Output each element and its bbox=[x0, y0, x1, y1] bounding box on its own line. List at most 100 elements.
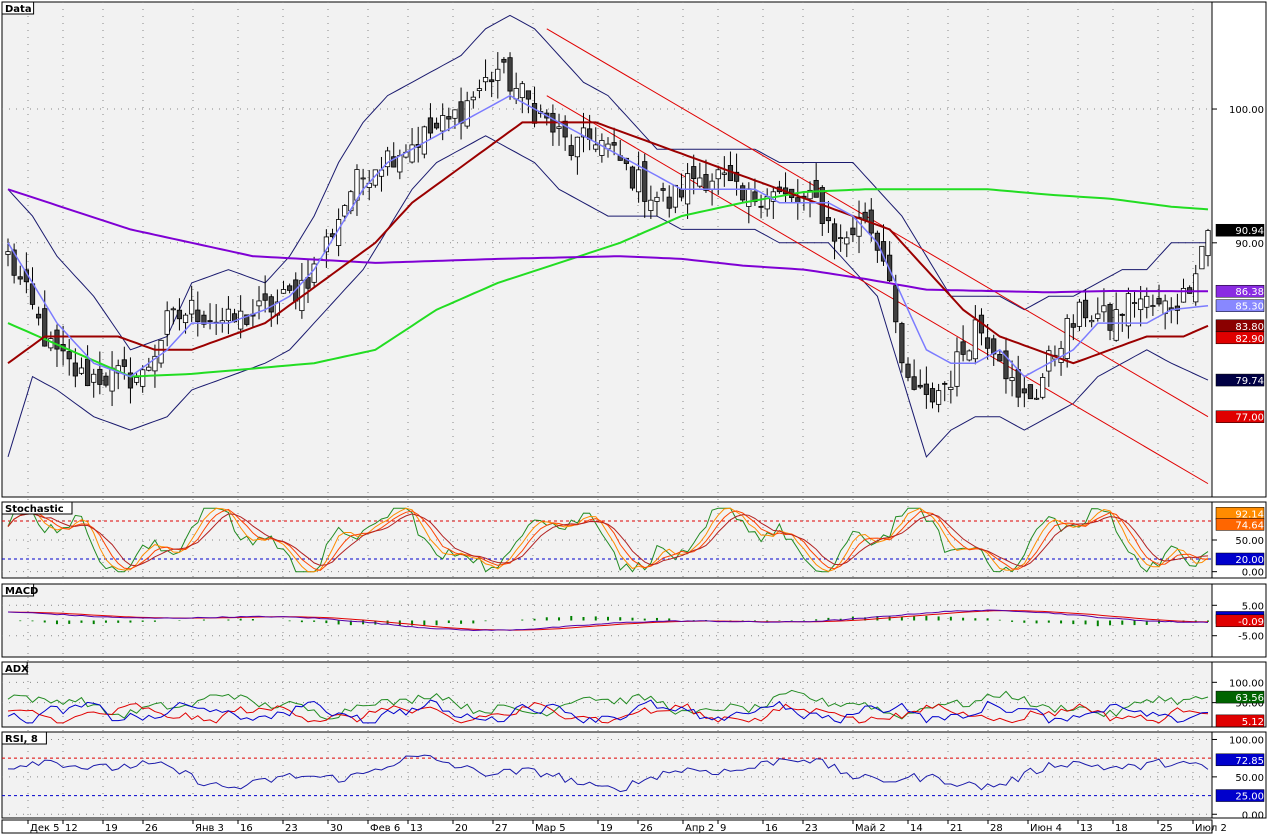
candle[interactable] bbox=[1095, 313, 1101, 319]
candle[interactable] bbox=[201, 314, 207, 325]
candle[interactable] bbox=[942, 382, 948, 385]
candle[interactable] bbox=[384, 150, 391, 168]
candle[interactable] bbox=[825, 217, 832, 222]
candle[interactable] bbox=[556, 126, 562, 129]
candle[interactable] bbox=[531, 103, 538, 124]
candle[interactable] bbox=[715, 169, 721, 180]
candle[interactable] bbox=[611, 142, 617, 146]
candle[interactable] bbox=[421, 126, 427, 155]
candle[interactable] bbox=[733, 171, 740, 182]
candle[interactable] bbox=[599, 140, 605, 156]
candle[interactable] bbox=[672, 184, 678, 208]
candle[interactable] bbox=[850, 227, 856, 236]
candle[interactable] bbox=[152, 355, 158, 372]
candle[interactable] bbox=[427, 117, 434, 134]
candle[interactable] bbox=[1199, 245, 1205, 270]
candle[interactable] bbox=[244, 314, 250, 325]
candle[interactable] bbox=[1089, 320, 1095, 323]
candle[interactable] bbox=[746, 188, 752, 207]
candle[interactable] bbox=[262, 293, 268, 301]
candle[interactable] bbox=[29, 283, 36, 305]
candle[interactable] bbox=[268, 296, 274, 313]
candle[interactable] bbox=[164, 310, 170, 335]
candle[interactable] bbox=[936, 390, 942, 405]
candle[interactable] bbox=[636, 169, 642, 193]
candle[interactable] bbox=[709, 180, 715, 190]
candle[interactable] bbox=[501, 58, 507, 63]
candle[interactable] bbox=[121, 359, 127, 367]
candle[interactable] bbox=[966, 350, 972, 361]
candle[interactable] bbox=[489, 79, 495, 83]
candle[interactable] bbox=[923, 383, 929, 395]
candle[interactable] bbox=[66, 351, 72, 360]
candle[interactable] bbox=[311, 263, 317, 283]
candle[interactable] bbox=[470, 96, 476, 101]
candle[interactable] bbox=[495, 68, 501, 81]
candle[interactable] bbox=[831, 223, 838, 242]
candle[interactable] bbox=[146, 366, 152, 371]
candle[interactable] bbox=[838, 237, 844, 240]
candle[interactable] bbox=[593, 144, 599, 150]
candle[interactable] bbox=[452, 109, 458, 119]
candle[interactable] bbox=[1015, 369, 1021, 398]
candle[interactable] bbox=[1070, 323, 1076, 328]
candle[interactable] bbox=[440, 115, 446, 132]
candle[interactable] bbox=[1125, 293, 1132, 327]
candle[interactable] bbox=[1205, 230, 1211, 257]
candle[interactable] bbox=[1180, 287, 1187, 303]
candle[interactable] bbox=[170, 308, 176, 311]
candle[interactable] bbox=[1193, 273, 1199, 303]
candle[interactable] bbox=[1021, 388, 1027, 394]
candle[interactable] bbox=[287, 285, 293, 291]
candle[interactable] bbox=[342, 205, 348, 217]
candle[interactable] bbox=[740, 185, 746, 201]
candle[interactable] bbox=[207, 320, 213, 323]
candle[interactable] bbox=[642, 161, 648, 202]
candle[interactable] bbox=[323, 236, 329, 253]
candle[interactable] bbox=[1076, 301, 1083, 327]
candle[interactable] bbox=[562, 120, 568, 138]
candle[interactable] bbox=[225, 308, 232, 322]
candle[interactable] bbox=[1046, 350, 1052, 372]
candle[interactable] bbox=[1009, 377, 1015, 382]
candle[interactable] bbox=[103, 375, 109, 386]
candle[interactable] bbox=[1082, 299, 1089, 319]
candle[interactable] bbox=[11, 249, 17, 276]
pane-adx[interactable] bbox=[1, 661, 1213, 728]
candle[interactable] bbox=[752, 191, 758, 203]
candle[interactable] bbox=[17, 276, 23, 280]
candle[interactable] bbox=[1156, 297, 1162, 305]
candle[interactable] bbox=[360, 177, 366, 180]
candle[interactable] bbox=[1064, 318, 1070, 359]
candle[interactable] bbox=[654, 196, 660, 202]
candle[interactable] bbox=[446, 116, 452, 120]
candle[interactable] bbox=[84, 358, 91, 387]
candle[interactable] bbox=[1150, 305, 1156, 308]
candle[interactable] bbox=[666, 196, 672, 209]
candle[interactable] bbox=[972, 319, 978, 360]
candle[interactable] bbox=[703, 174, 709, 191]
candle[interactable] bbox=[568, 145, 574, 156]
candle[interactable] bbox=[189, 299, 195, 315]
candle[interactable] bbox=[158, 339, 164, 364]
candle[interactable] bbox=[476, 88, 483, 92]
candle[interactable] bbox=[813, 179, 819, 198]
candle[interactable] bbox=[1027, 384, 1034, 400]
candle[interactable] bbox=[195, 309, 201, 322]
candle[interactable] bbox=[1101, 305, 1107, 313]
candle[interactable] bbox=[960, 341, 966, 355]
candle[interactable] bbox=[1003, 350, 1009, 380]
candle[interactable] bbox=[1033, 397, 1040, 400]
candle[interactable] bbox=[629, 166, 636, 189]
candle[interactable] bbox=[580, 127, 587, 138]
candle[interactable] bbox=[917, 384, 923, 388]
candle[interactable] bbox=[176, 309, 183, 320]
candle[interactable] bbox=[109, 367, 115, 392]
candle[interactable] bbox=[1113, 309, 1119, 341]
candle[interactable] bbox=[127, 372, 134, 389]
candle[interactable] bbox=[238, 310, 244, 330]
candle[interactable] bbox=[1040, 377, 1046, 398]
candle[interactable] bbox=[574, 136, 580, 158]
candle[interactable] bbox=[648, 199, 654, 211]
